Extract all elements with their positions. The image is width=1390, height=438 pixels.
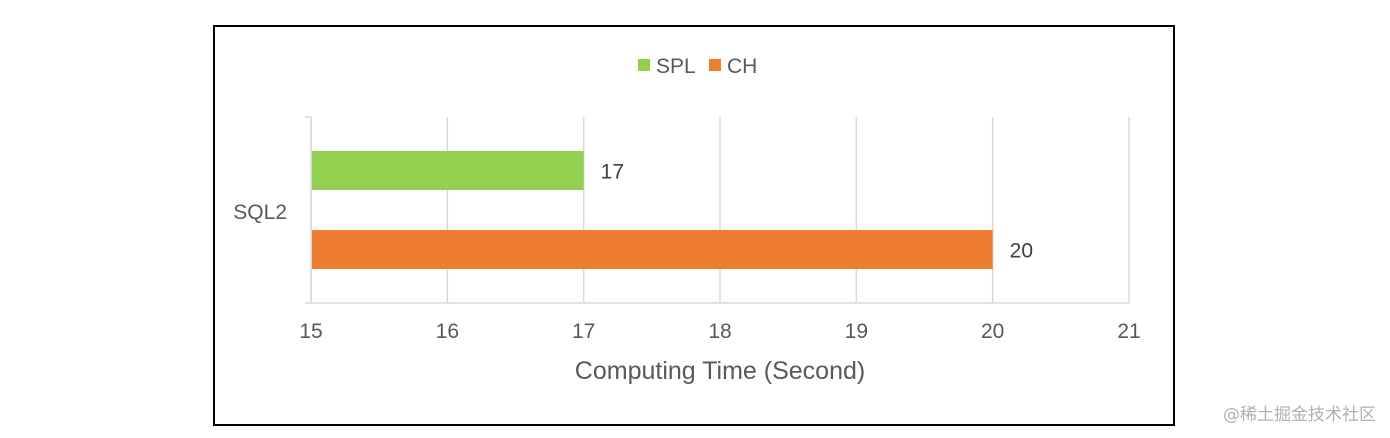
x-tick-label-16: 16: [436, 320, 459, 343]
x-tick-label-15: 15: [299, 320, 322, 343]
x-axis-label: Computing Time (Second): [575, 357, 865, 385]
x-tick-label-19: 19: [845, 320, 868, 343]
bar-ch-sql2: [312, 230, 993, 269]
data-label-spl: 17: [601, 161, 624, 184]
bar-spl-sql2: [312, 151, 584, 190]
x-tick-label-20: 20: [981, 320, 1004, 343]
watermark: @稀土掘金技术社区: [1223, 405, 1376, 425]
data-label-ch: 20: [1010, 240, 1033, 263]
legend-label-ch: CH: [727, 55, 757, 78]
legend-swatch-spl: [638, 59, 650, 71]
y-category-label: SQL2: [233, 201, 287, 224]
bar-chart: 15 16 17 18 19 20 21 Computing Time (Second) 17 2…: [233, 55, 1140, 385]
x-tick-label-21: 21: [1117, 320, 1140, 343]
legend-label-spl: SPL: [656, 55, 696, 78]
legend-swatch-ch: [709, 59, 721, 71]
x-tick-label-17: 17: [572, 320, 595, 343]
x-tick-label-18: 18: [708, 320, 731, 343]
chart-frame: 15 16 17 18 19 20 21 Computing Time (Second) 17 2…: [213, 25, 1175, 426]
